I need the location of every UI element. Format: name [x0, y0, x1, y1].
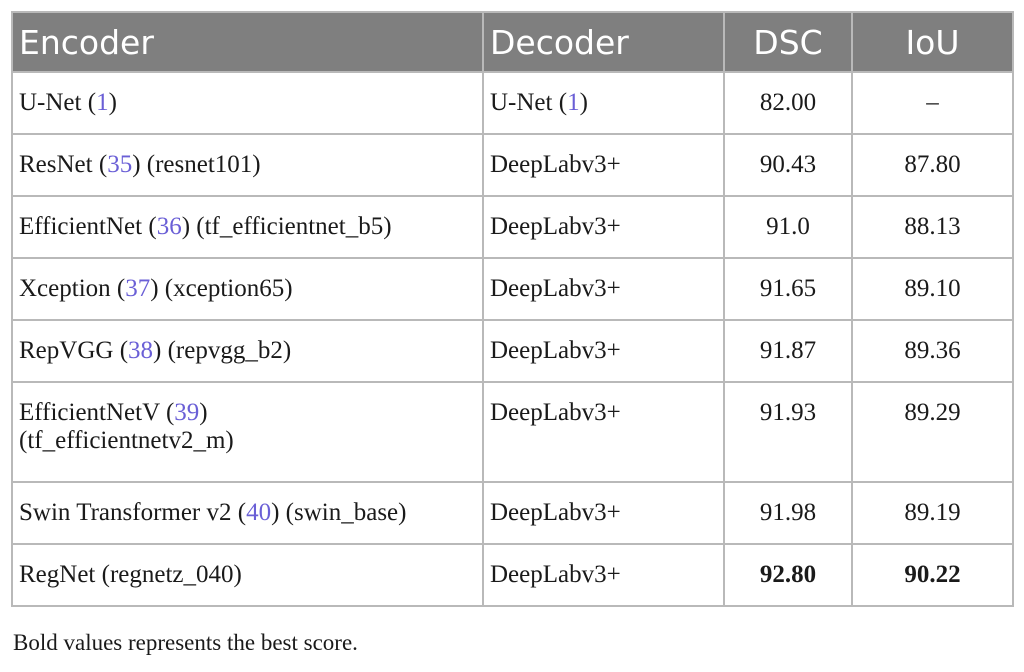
header-dsc: DSC	[723, 11, 853, 73]
encoder-cell: ResNet (35) (resnet101)	[11, 133, 484, 197]
dsc-value: 91.93	[723, 381, 853, 483]
decoder-cell: U-Net (1)	[482, 71, 725, 135]
encoder-cell: RepVGG (38) (repvgg_b2)	[11, 319, 484, 383]
encoder-name: Swin Transformer v2	[19, 499, 232, 526]
table-row: RepVGG (38) (repvgg_b2) DeepLabv3+ 91.87…	[11, 319, 1014, 383]
encoder-cell: Swin Transformer v2 (40) (swin_base)	[11, 481, 484, 545]
dsc-value: 91.98	[723, 481, 853, 545]
reference-link[interactable]: 39	[174, 399, 200, 426]
table-row: Xception (37) (xception65) DeepLabv3+ 91…	[11, 257, 1014, 321]
decoder-cell: DeepLabv3+	[482, 257, 725, 321]
iou-value: 89.10	[851, 257, 1014, 321]
encoder-name: EfficientNet	[19, 213, 143, 240]
table-row: EfficientNetV (39) (tf_efficientnetv2_m) …	[11, 381, 1014, 483]
iou-value: –	[851, 71, 1014, 135]
dsc-value: 91.87	[723, 319, 853, 383]
dsc-value: 91.0	[723, 195, 853, 259]
table-body: U-Net (1) U-Net (1) 82.00 – ResNet (35) …	[11, 71, 1014, 607]
encoder-cell: Xception (37) (xception65)	[11, 257, 484, 321]
header-iou: IoU	[851, 11, 1014, 73]
table-footnote: Bold values represents the best score.	[13, 630, 358, 655]
table-row: U-Net (1) U-Net (1) 82.00 –	[11, 71, 1014, 135]
encoder-variant: (resnet101)	[146, 151, 261, 178]
encoder-cell: U-Net (1)	[11, 71, 484, 135]
encoder-name: RepVGG	[19, 337, 114, 364]
dsc-value: 91.65	[723, 257, 853, 321]
encoder-name: ResNet	[19, 151, 93, 178]
encoder-variant: (xception65)	[164, 275, 293, 302]
decoder-cell: DeepLabv3+	[482, 481, 725, 545]
encoder-name: U-Net	[19, 89, 82, 116]
encoder-cell: EfficientNet (36) (tf_efficientnet_b5)	[11, 195, 484, 259]
table-header: Encoder Decoder DSC IoU	[11, 11, 1014, 73]
dsc-value: 82.00	[723, 71, 853, 135]
reference-link[interactable]: 37	[125, 275, 151, 302]
results-table-container: Encoder Decoder DSC IoU U-Net (1) U-Net …	[11, 11, 1014, 607]
encoder-cell: EfficientNetV (39) (tf_efficientnetv2_m)	[11, 381, 484, 483]
encoder-variant: (repvgg_b2)	[167, 337, 292, 364]
header-encoder: Encoder	[11, 11, 484, 73]
encoder-variant: (tf_efficientnet_b5)	[196, 213, 392, 240]
iou-value: 89.19	[851, 481, 1014, 545]
encoder-cell: RegNet (regnetz_040)	[11, 543, 484, 607]
iou-value-best: 90.22	[851, 543, 1014, 607]
decoder-cell: DeepLabv3+	[482, 381, 725, 483]
iou-value: 89.36	[851, 319, 1014, 383]
header-decoder: Decoder	[482, 11, 725, 73]
decoder-name: U-Net	[490, 89, 553, 116]
encoder-name: Xception	[19, 275, 111, 302]
encoder-name: RegNet	[19, 561, 96, 588]
reference-link[interactable]: 40	[246, 499, 272, 526]
dsc-value-best: 92.80	[723, 543, 853, 607]
iou-value: 87.80	[851, 133, 1014, 197]
results-table: Encoder Decoder DSC IoU U-Net (1) U-Net …	[11, 11, 1014, 607]
reference-link[interactable]: 1	[567, 89, 580, 116]
encoder-name: EfficientNetV	[19, 399, 160, 426]
decoder-cell: DeepLabv3+	[482, 195, 725, 259]
table-row: ResNet (35) (resnet101) DeepLabv3+ 90.43…	[11, 133, 1014, 197]
reference-link[interactable]: 1	[96, 89, 109, 116]
encoder-variant: (swin_base)	[285, 499, 407, 526]
reference-link[interactable]: 35	[107, 151, 133, 178]
decoder-cell: DeepLabv3+	[482, 133, 725, 197]
reference-link[interactable]: 38	[128, 337, 154, 364]
encoder-variant: (tf_efficientnetv2_m)	[19, 427, 234, 454]
reference-link[interactable]: 36	[156, 213, 182, 240]
dsc-value: 90.43	[723, 133, 853, 197]
table-row: Swin Transformer v2 (40) (swin_base) Dee…	[11, 481, 1014, 545]
iou-value: 89.29	[851, 381, 1014, 483]
decoder-cell: DeepLabv3+	[482, 543, 725, 607]
table-row: RegNet (regnetz_040) DeepLabv3+ 92.80 90…	[11, 543, 1014, 607]
table-row: EfficientNet (36) (tf_efficientnet_b5) D…	[11, 195, 1014, 259]
decoder-cell: DeepLabv3+	[482, 319, 725, 383]
header-row: Encoder Decoder DSC IoU	[11, 11, 1014, 73]
iou-value: 88.13	[851, 195, 1014, 259]
encoder-variant: (regnetz_040)	[101, 561, 242, 588]
